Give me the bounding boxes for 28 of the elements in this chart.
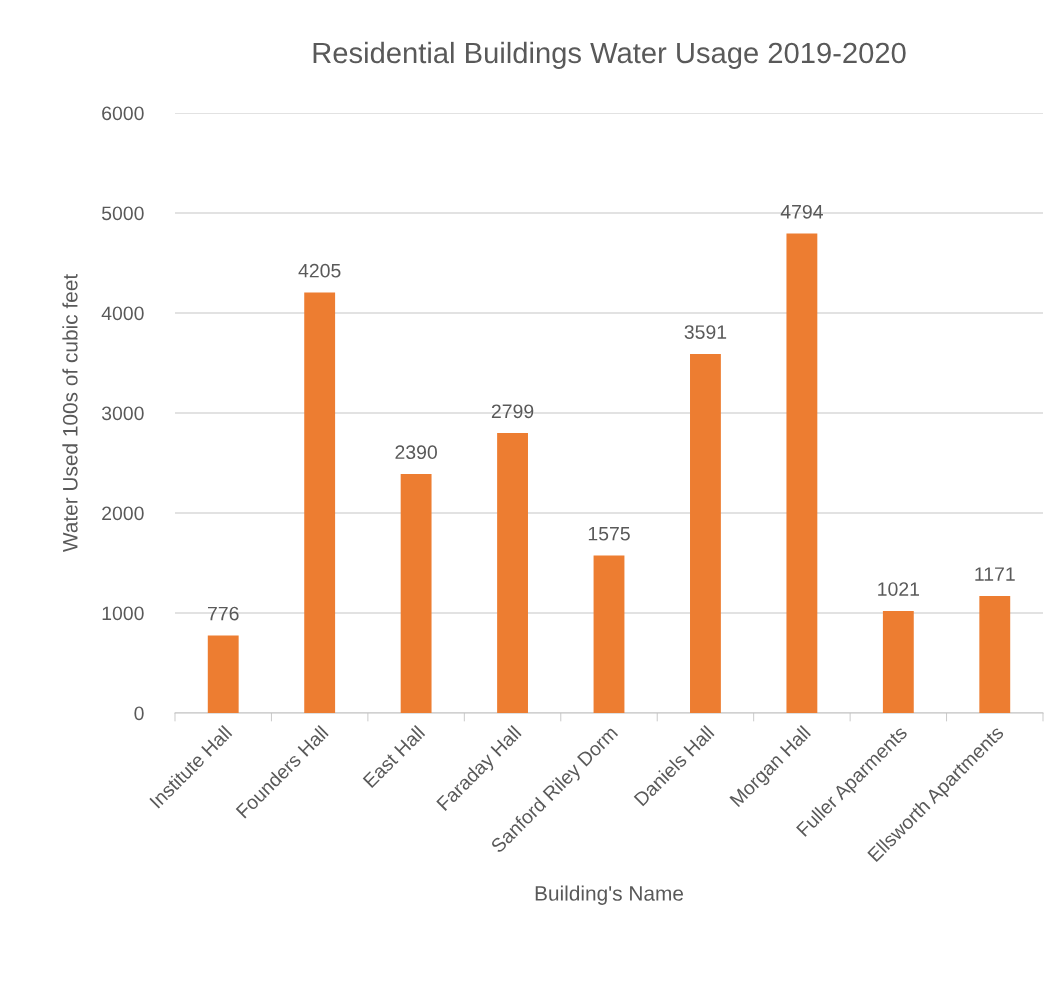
bar xyxy=(497,433,528,713)
bar xyxy=(400,474,432,713)
bar xyxy=(207,635,239,713)
bar xyxy=(786,233,818,713)
bar xyxy=(979,595,1011,713)
data-label: 1171 xyxy=(975,567,1015,581)
y-tick-label: 2000 xyxy=(102,506,144,521)
data-label: 1021 xyxy=(878,582,920,596)
y-tick-label: 5000 xyxy=(101,206,144,221)
x-axis-title: Building's Name xyxy=(535,885,684,905)
data-label: 1575 xyxy=(588,526,630,541)
y-axis-title: Water Used 100s of cubic feet xyxy=(62,274,78,553)
y-tick-label: 3000 xyxy=(101,406,144,421)
bar xyxy=(593,555,625,713)
data-label: 776 xyxy=(208,606,239,621)
y-tick-label: 6000 xyxy=(102,106,144,121)
bar xyxy=(690,353,721,713)
data-label: 3591 xyxy=(684,325,727,339)
bar xyxy=(882,610,914,713)
data-label: 2390 xyxy=(395,445,437,460)
data-label: 4794 xyxy=(780,204,823,219)
data-label: 4205 xyxy=(298,263,341,278)
y-tick-label: 4000 xyxy=(101,306,144,321)
y-tick-label: 0 xyxy=(134,706,144,721)
data-label: 2799 xyxy=(491,404,534,419)
chart-title: Residential Buildings Water Usage 2019-2020 xyxy=(313,41,906,70)
y-tick-label: 1000 xyxy=(102,606,144,621)
bar xyxy=(304,292,336,713)
